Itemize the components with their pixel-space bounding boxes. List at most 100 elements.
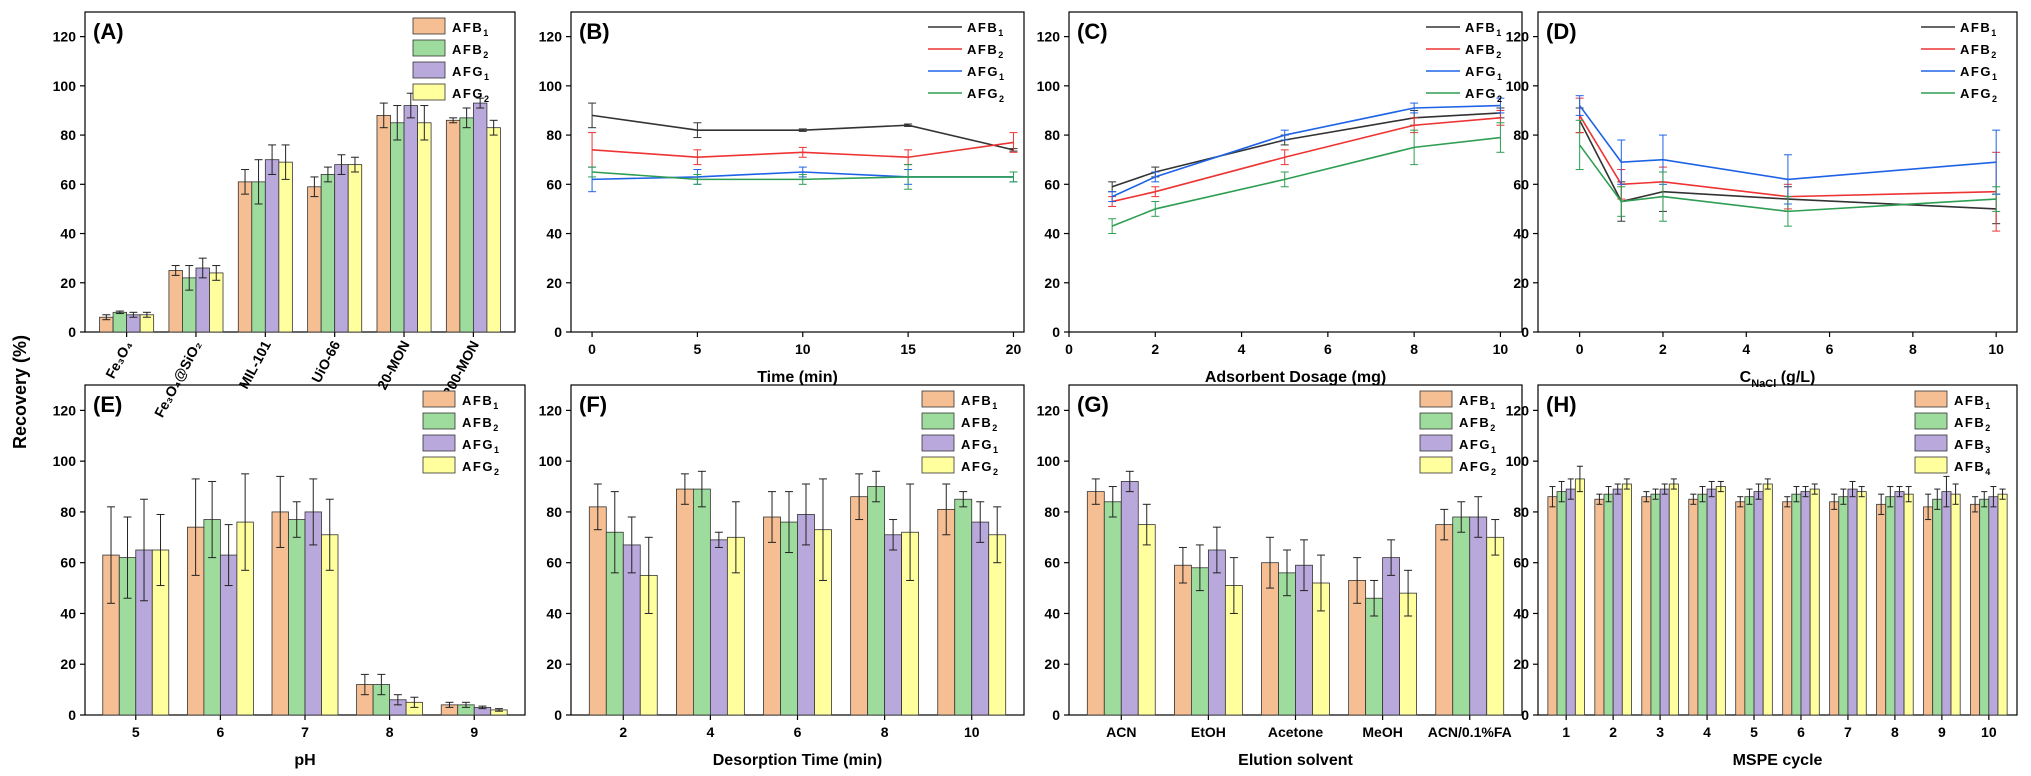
legend-subscript: 1: [1491, 445, 1498, 455]
x-tick-label: 8: [386, 724, 394, 740]
panel-G: 0 20 40 60 80 100 120 (G) ACN EtOH Acetone MeOH ACN/…: [1037, 384, 1523, 769]
bar: [1970, 503, 1981, 716]
y-tick-label: 120: [53, 29, 77, 45]
y-tick-label: 100: [53, 453, 77, 469]
bar: [307, 186, 322, 333]
legend-subscript: 2: [1490, 423, 1497, 433]
legend-subscript: 2: [993, 467, 1000, 477]
y-tick-label: 120: [53, 402, 77, 418]
bar: [472, 102, 488, 333]
bar: [1932, 498, 1943, 716]
x-axis-label: Elution solvent: [1238, 752, 1353, 769]
legend-entry: AFB1: [1954, 393, 1992, 411]
bar: [1988, 496, 1999, 716]
legend-subscript: 2: [992, 423, 999, 433]
y-tick-label: 120: [539, 402, 563, 418]
x-tick-label: 5: [132, 724, 140, 740]
bar: [954, 498, 973, 716]
x-tick-label: 2: [1609, 724, 1617, 740]
legend-swatch: [422, 390, 456, 408]
bar: [1469, 516, 1488, 716]
y-tick-label: 100: [1506, 453, 1530, 469]
x-tick-label: 4: [706, 724, 714, 740]
y-axis-label: Recovery (%): [10, 335, 30, 449]
bar: [1856, 491, 1867, 716]
legend-subscript: 1: [1991, 28, 1998, 38]
legend-entry: AFB2: [1465, 42, 1503, 60]
y-tick-label: 40: [1044, 605, 1060, 621]
panel-B: 0 20 40 60 80 100 120 (B) 0 5 10 15 20 Time (min) AFB1…: [539, 11, 1025, 386]
y-tick-label: 0: [554, 707, 562, 723]
series-line: [1111, 112, 1501, 188]
legend-entry: AFG2: [452, 86, 490, 104]
bar: [1621, 483, 1632, 716]
bar: [1894, 491, 1905, 716]
legend-entry: AFG2: [1960, 86, 1998, 104]
bar: [1547, 496, 1558, 716]
legend-subscript: 1: [993, 445, 1000, 455]
y-tick-label: 80: [60, 127, 76, 143]
x-axis-label: MSPE cycle: [1733, 752, 1823, 769]
bar: [1762, 483, 1773, 716]
panel-E: 0 20 40 60 80 100 120 (E) 5 6 7 8 9 pH AFB1 AFB2 AFG1 AFG…: [53, 384, 526, 769]
bar: [1950, 493, 1961, 716]
y-tick-label: 20: [1044, 656, 1060, 672]
legend-subscript: 1: [484, 72, 491, 82]
bar: [1829, 501, 1840, 716]
x-tick-label: 10: [1981, 724, 1997, 740]
bar: [376, 114, 391, 333]
x-tick-label: 10: [795, 341, 811, 357]
bar: [1103, 501, 1122, 716]
bar: [1744, 496, 1755, 716]
legend-entry: AFG1: [961, 437, 999, 455]
legend-entry: AFB1: [967, 20, 1005, 38]
bar: [1435, 524, 1454, 716]
panel-A: 0 20 40 60 80 100 120 (A) Fe₃O₄ Fe₃O₄@SiO₂ MIL-101…: [53, 11, 516, 420]
x-tick-label: 5: [1750, 724, 1758, 740]
bar: [1923, 506, 1934, 716]
x-tick-label: 3: [1656, 724, 1664, 740]
bar: [1809, 488, 1820, 716]
y-tick-label: 0: [1521, 324, 1529, 340]
x-tick-label: 0: [588, 341, 596, 357]
x-tick-label: MeOH: [1362, 724, 1402, 740]
plot-frame: [1068, 11, 1523, 333]
legend-subscript: 1: [494, 445, 501, 455]
panel-title: (F): [579, 392, 607, 417]
bar: [417, 122, 432, 333]
y-tick-label: 40: [1513, 226, 1529, 242]
legend-entry: AFB2: [1459, 415, 1497, 433]
legend-subscript: 4: [1985, 467, 1992, 477]
x-tick-label: 15: [900, 341, 916, 357]
bar: [1876, 503, 1887, 716]
x-tick-label: 0: [1065, 341, 1073, 357]
legend-subscript: 1: [999, 72, 1006, 82]
bar: [320, 174, 336, 333]
x-tick-label: 200-MON: [439, 338, 482, 399]
bar: [1086, 491, 1105, 716]
bar: [264, 159, 280, 333]
x-axis-label: CNaCl (g/L): [1740, 369, 1816, 390]
legend-swatch: [921, 434, 955, 452]
plot-frame: [570, 11, 1025, 333]
bar: [1885, 496, 1896, 716]
y-tick-label: 20: [1513, 275, 1529, 291]
legend-subscript: 1: [483, 28, 490, 38]
bar: [676, 488, 694, 716]
legend-swatch: [921, 456, 955, 474]
legend-subscript: 2: [998, 50, 1005, 60]
panel-D: 0 20 40 60 80 100 120 (D) 0 2 4 6 8 10 CNaCl (g/L) AFB1…: [1506, 11, 2018, 390]
legend-swatch: [422, 456, 456, 474]
bar: [1565, 488, 1576, 716]
legend-swatch: [1419, 390, 1453, 408]
legend-swatch: [412, 17, 446, 35]
plot-frame: [1537, 11, 2018, 333]
legend-entry: AFB1: [1465, 20, 1503, 38]
y-tick-label: 60: [1513, 555, 1529, 571]
y-tick-label: 40: [546, 605, 562, 621]
y-tick-label: 120: [1506, 402, 1530, 418]
bar: [1137, 524, 1156, 716]
legend-entry: AFB3: [1954, 437, 1992, 455]
y-tick-label: 20: [1044, 275, 1060, 291]
bar: [403, 105, 418, 333]
